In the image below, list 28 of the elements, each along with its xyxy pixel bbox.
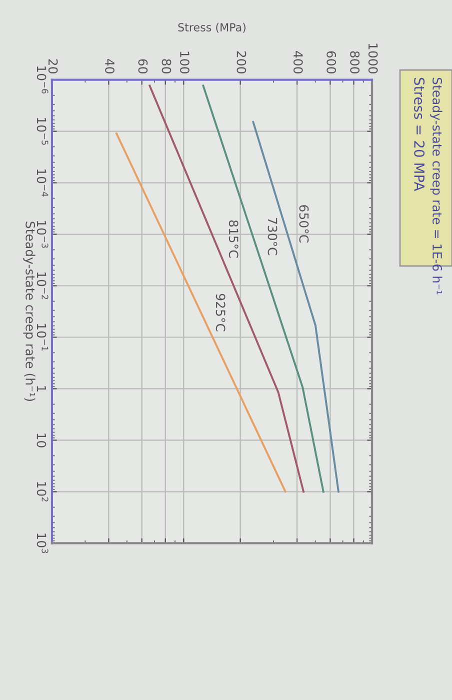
x-tick-label: 400 <box>293 50 303 74</box>
text: Steady-state creep rate = 1E-6 h⁻¹ <box>430 78 442 294</box>
x-axis-title: Stress (MPa) <box>178 22 246 33</box>
y-tick-label: 10$^{−2}$ <box>36 272 48 300</box>
text: 925°C <box>216 294 226 332</box>
x-tick-label: 20 <box>48 59 58 74</box>
y-tick-label: 10$^{3}$ <box>36 534 48 554</box>
text: Stress = 20 MPA <box>414 78 425 192</box>
x-tick-label: 40 <box>105 58 115 74</box>
y-axis-title: Steady-state creep rate (h⁻¹) <box>23 222 36 401</box>
y-tick-label: 10$^{−3}$ <box>36 220 48 248</box>
x-tick-label: 600 <box>326 51 336 74</box>
y-tick-label: 10 <box>36 434 46 448</box>
y-tick-label: 10$^{2}$ <box>36 482 48 502</box>
y-tick-label: 10$^{−4}$ <box>36 169 48 197</box>
x-tick-label: 80 <box>162 59 172 74</box>
y-tick-label: 1 <box>36 386 46 392</box>
y-tick-label: 10$^{−6}$ <box>36 66 48 94</box>
y-tick-label: 10$^{−5}$ <box>36 118 48 145</box>
x-tick-label: 100 <box>180 52 190 74</box>
x-tick-label: 800 <box>350 51 360 74</box>
text: 730°C <box>268 218 278 256</box>
text: 650°C <box>299 205 309 242</box>
x-tick-label: 200 <box>236 51 246 74</box>
x-tick-label: 1000 <box>368 44 378 74</box>
text: 815°C <box>228 220 238 258</box>
x-tick-label: 60 <box>138 59 148 74</box>
y-tick-label: 10$^{−1}$ <box>36 324 48 351</box>
